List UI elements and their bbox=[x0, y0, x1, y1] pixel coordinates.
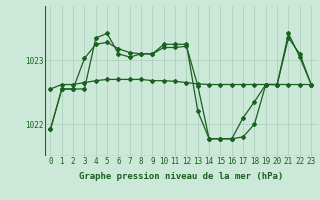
X-axis label: Graphe pression niveau de la mer (hPa): Graphe pression niveau de la mer (hPa) bbox=[79, 172, 283, 181]
